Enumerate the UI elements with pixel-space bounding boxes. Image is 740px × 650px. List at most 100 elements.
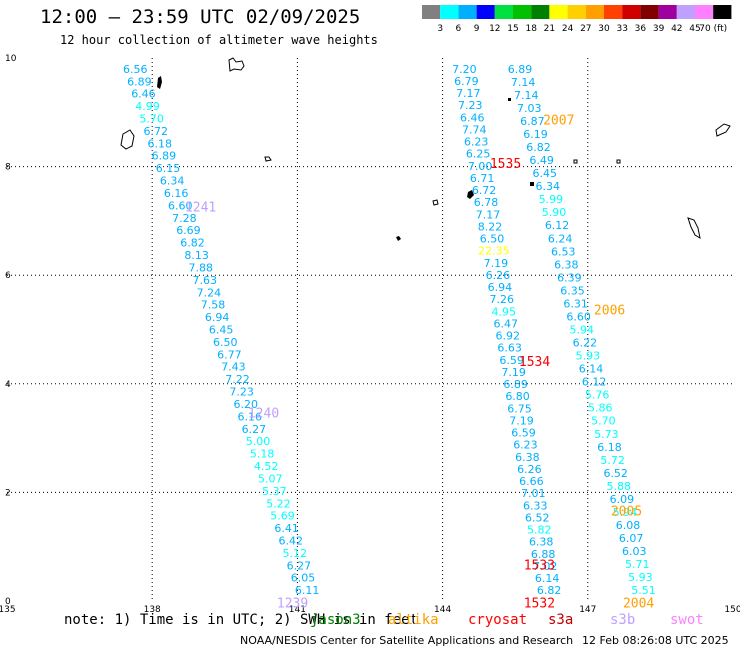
wave-height-value: 6.79 xyxy=(454,75,479,88)
legend-item-altika: altika xyxy=(388,612,439,628)
wave-height-value: 6.59 xyxy=(499,354,524,367)
wave-height-value: 5.88 xyxy=(607,480,632,493)
wave-height-value: 5.94 xyxy=(613,506,638,519)
colorbar-label: 30 xyxy=(598,24,610,34)
wave-height-value: 6.35 xyxy=(560,284,585,297)
wave-height-value: 7.14 xyxy=(514,89,539,102)
colorbar-label: 45 xyxy=(689,24,700,34)
chart-title: 12:00 – 23:59 UTC 02/09/2025 xyxy=(40,6,361,28)
wave-height-value: 5.37 xyxy=(262,485,287,498)
wave-height-value: 6.08 xyxy=(616,519,641,532)
wave-height-value: 6.50 xyxy=(213,336,238,349)
wave-height-value: 5.12 xyxy=(283,547,308,560)
wave-height-value: 6.66 xyxy=(519,475,544,488)
x-tick-label: 147 xyxy=(579,605,596,615)
wave-height-value: 6.22 xyxy=(573,337,598,350)
colorbar-label: 21 xyxy=(544,24,555,34)
wave-height-value: 4.99 xyxy=(135,100,160,113)
wave-height-value: 6.72 xyxy=(143,125,168,138)
wave-height-value: 7.88 xyxy=(188,261,213,274)
wave-height-value: 6.18 xyxy=(597,441,622,454)
colorbar-swatch xyxy=(476,5,495,19)
wave-height-value: 6.82 xyxy=(180,237,205,250)
credit-line: NOAA/NESDIS Center for Satellite Applica… xyxy=(240,634,574,647)
colorbar-swatch xyxy=(549,5,568,19)
wave-height-value: 7.17 xyxy=(456,87,481,100)
wave-height-value: 5.93 xyxy=(628,571,653,584)
wave-height-value: 6.38 xyxy=(515,451,540,464)
colorbar-swatch xyxy=(622,5,641,19)
wave-height-value: 6.16 xyxy=(164,187,189,200)
wave-height-value: 6.69 xyxy=(176,224,201,237)
wave-height-value: 7.26 xyxy=(490,293,515,306)
wave-height-value: 5.00 xyxy=(246,435,271,448)
wave-height-value: 6.27 xyxy=(287,559,312,572)
x-tick-label: 138 xyxy=(144,605,161,615)
wave-height-value: 6.38 xyxy=(554,258,579,271)
x-tick-label: 135 xyxy=(0,605,16,615)
wave-height-value: 5.69 xyxy=(270,510,295,523)
colorbar-label: 33 xyxy=(616,24,627,34)
wave-height-value: 5.72 xyxy=(600,454,625,467)
pass-number-label: 1241 xyxy=(185,200,216,215)
pass-number-label: 2005 xyxy=(611,504,642,519)
island-shape xyxy=(715,123,731,137)
wave-height-value: 7.23 xyxy=(458,99,483,112)
wave-height-value: 6.23 xyxy=(513,439,538,452)
island-shape xyxy=(467,190,474,199)
pass-number-label: 1535 xyxy=(490,157,521,172)
wave-height-value: 5.22 xyxy=(266,497,291,510)
legend-item-swot: swot xyxy=(670,612,704,628)
wave-height-value: 5.82 xyxy=(527,524,552,537)
wave-height-value: 6.34 xyxy=(160,175,185,188)
grid-lines xyxy=(7,58,733,601)
wave-height-value: 7.14 xyxy=(511,76,536,89)
wave-height-value: 5.99 xyxy=(539,193,564,206)
colorbar-swatch xyxy=(513,5,532,19)
wave-height-value: 5.76 xyxy=(585,389,610,402)
pass-number-label: 1240 xyxy=(248,407,279,422)
x-tick-label: 150 xyxy=(724,605,740,615)
colorbar-label: 27 xyxy=(580,24,591,34)
y-tick-label: 4 xyxy=(5,380,11,390)
wave-height-value: 6.42 xyxy=(278,534,303,547)
wave-height-value: 6.09 xyxy=(610,493,635,506)
wave-height-value: 6.77 xyxy=(217,348,242,361)
wave-height-value: 6.92 xyxy=(495,330,520,343)
wave-height-value: 6.26 xyxy=(517,463,542,476)
wave-height-value: 6.45 xyxy=(532,167,557,180)
wave-height-value: 6.11 xyxy=(295,584,320,597)
wave-height-value: 6.39 xyxy=(557,271,582,284)
generation-timestamp: 12 Feb 08:26:08 UTC 2025 xyxy=(582,634,729,647)
wave-height-value: 6.80 xyxy=(505,390,530,403)
colorbar-swatch xyxy=(567,5,586,19)
y-tick-label: 10 xyxy=(5,54,17,64)
wave-height-value: 7.19 xyxy=(484,257,509,270)
wave-height-value: 7.01 xyxy=(521,487,546,500)
wave-height-value: 6.75 xyxy=(507,402,532,415)
colorbar-swatch xyxy=(585,5,604,19)
colorbar-swatch xyxy=(676,5,695,19)
chart-subtitle: 12 hour collection of altimeter wave hei… xyxy=(60,33,378,47)
colorbar-swatch xyxy=(640,5,659,19)
wave-height-value: 6.38 xyxy=(529,536,554,549)
wave-height-value: 6.94 xyxy=(205,311,230,324)
island-shape xyxy=(396,236,401,241)
axis-tick-labels: 135 138 141 144 147 150 0 2 4 6 8 10 xyxy=(0,54,740,615)
wave-height-value: 6.78 xyxy=(474,196,499,209)
wave-height-value: 6.82 xyxy=(526,141,551,154)
wave-height-value: 6.89 xyxy=(503,378,528,391)
wave-height-value: 6.50 xyxy=(480,233,505,246)
pass-number-label: 1239 xyxy=(277,597,308,612)
wave-height-value: 7.19 xyxy=(509,414,534,427)
colorbar-swatch xyxy=(658,5,677,19)
colorbar-label: 18 xyxy=(525,24,537,34)
wave-height-value: 5.93 xyxy=(576,350,601,363)
island-shape xyxy=(264,156,272,162)
legend-item-s3b: s3b xyxy=(610,612,636,628)
pass-number-label: 2004 xyxy=(623,597,654,612)
colorbar-swatch xyxy=(422,5,441,19)
wave-height-value: 6.12 xyxy=(582,376,607,389)
wave-height-value: 7.03 xyxy=(517,102,542,115)
